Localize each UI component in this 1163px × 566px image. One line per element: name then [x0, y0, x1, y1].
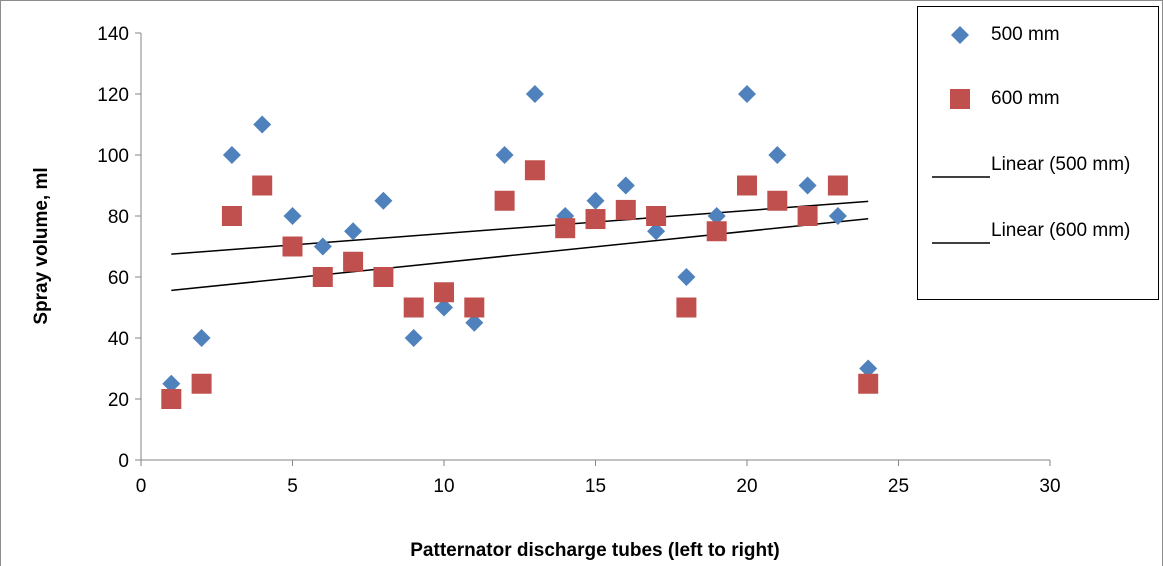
data-point-600mm	[524, 160, 545, 181]
data-point-600mm	[555, 218, 576, 239]
y-tick-label: 100	[97, 146, 129, 167]
data-point-600mm	[585, 209, 606, 230]
y-tick-label: 20	[108, 390, 129, 411]
data-point-500mm	[738, 85, 756, 103]
data-point-500mm	[677, 268, 696, 286]
legend-label: 600 mm	[991, 88, 1060, 109]
legend-label: Linear (600 mm)	[991, 220, 1131, 241]
data-point-600mm	[858, 373, 879, 394]
data-point-600mm	[191, 373, 212, 394]
trendline	[171, 200, 869, 255]
x-axis-title: Patternator discharge tubes (left to rig…	[410, 540, 779, 561]
data-point-600mm	[615, 199, 636, 220]
y-tick-label: 80	[108, 207, 129, 228]
y-tick-label: 40	[108, 329, 129, 350]
data-point-600mm	[403, 297, 424, 318]
x-tick-label: 20	[736, 476, 757, 497]
data-point-600mm	[221, 206, 242, 226]
data-point-500mm	[525, 85, 544, 103]
legend-item-600mm: 600 mm	[918, 87, 1158, 111]
line-marker-icon	[932, 242, 990, 244]
data-point-500mm	[859, 359, 878, 378]
data-point-600mm	[373, 267, 394, 287]
data-point-600mm	[464, 297, 485, 318]
square-marker-icon	[950, 89, 970, 109]
legend-label: 500 mm	[991, 24, 1060, 45]
trendline	[171, 217, 869, 292]
data-point-600mm	[312, 267, 333, 287]
data-point-500mm	[647, 222, 666, 241]
data-point-500mm	[162, 374, 181, 393]
data-point-600mm	[767, 190, 788, 211]
data-point-600mm	[797, 206, 818, 226]
data-point-500mm	[374, 191, 393, 210]
data-point-600mm	[282, 236, 303, 257]
data-point-600mm	[646, 206, 667, 226]
y-tick-label: 0	[118, 451, 129, 472]
data-point-600mm	[706, 221, 727, 242]
data-point-600mm	[434, 282, 454, 303]
x-tick-label: 10	[433, 476, 454, 497]
data-point-500mm	[616, 176, 635, 195]
y-tick-label: 60	[108, 268, 129, 289]
y-tick-label: 140	[97, 24, 129, 45]
legend: 500 mm 600 mm Linear (500 mm) Linear (60…	[917, 6, 1159, 300]
data-point-600mm	[161, 389, 182, 409]
data-point-500mm	[495, 146, 514, 164]
legend-item-linear-500mm: Linear (500 mm)	[918, 153, 1158, 201]
data-point-500mm	[313, 237, 332, 256]
data-point-600mm	[494, 190, 515, 211]
axes: 0 20 40 60 80 100 120 140 0 5 10 15 20 25 30	[97, 24, 1060, 497]
data-point-500mm	[344, 222, 363, 241]
data-point-500mm	[707, 207, 726, 225]
x-tick-label: 15	[585, 476, 606, 497]
data-point-500mm	[283, 207, 302, 225]
x-tick-label: 5	[287, 476, 298, 497]
data-point-600mm	[827, 175, 848, 196]
y-axis-title: Spray volume, ml	[31, 167, 52, 324]
data-point-600mm	[737, 175, 757, 196]
diamond-marker-icon	[951, 26, 969, 44]
line-marker-icon	[932, 176, 990, 178]
data-point-500mm	[798, 176, 817, 195]
data-point-500mm	[828, 207, 847, 225]
data-point-500mm	[586, 191, 605, 210]
legend-item-500mm: 500 mm	[918, 23, 1158, 47]
trendlines	[171, 200, 869, 292]
data-point-500mm	[192, 329, 211, 347]
data-point-600mm	[676, 297, 697, 318]
legend-label: Linear (500 mm)	[991, 154, 1131, 175]
data-point-500mm	[222, 146, 241, 164]
data-point-600mm	[343, 251, 364, 272]
y-tick-label: 120	[97, 85, 129, 106]
legend-item-linear-600mm: Linear (600 mm)	[918, 219, 1158, 267]
data-point-500mm	[253, 115, 272, 134]
data-point-500mm	[768, 146, 787, 164]
data-point-500mm	[404, 329, 423, 347]
data-point-600mm	[252, 175, 273, 196]
data-points	[161, 85, 879, 409]
x-tick-label: 30	[1039, 476, 1060, 497]
x-tick-label: 0	[136, 476, 147, 497]
x-tick-label: 25	[888, 476, 909, 497]
data-point-500mm	[435, 298, 453, 317]
data-point-500mm	[465, 313, 484, 332]
